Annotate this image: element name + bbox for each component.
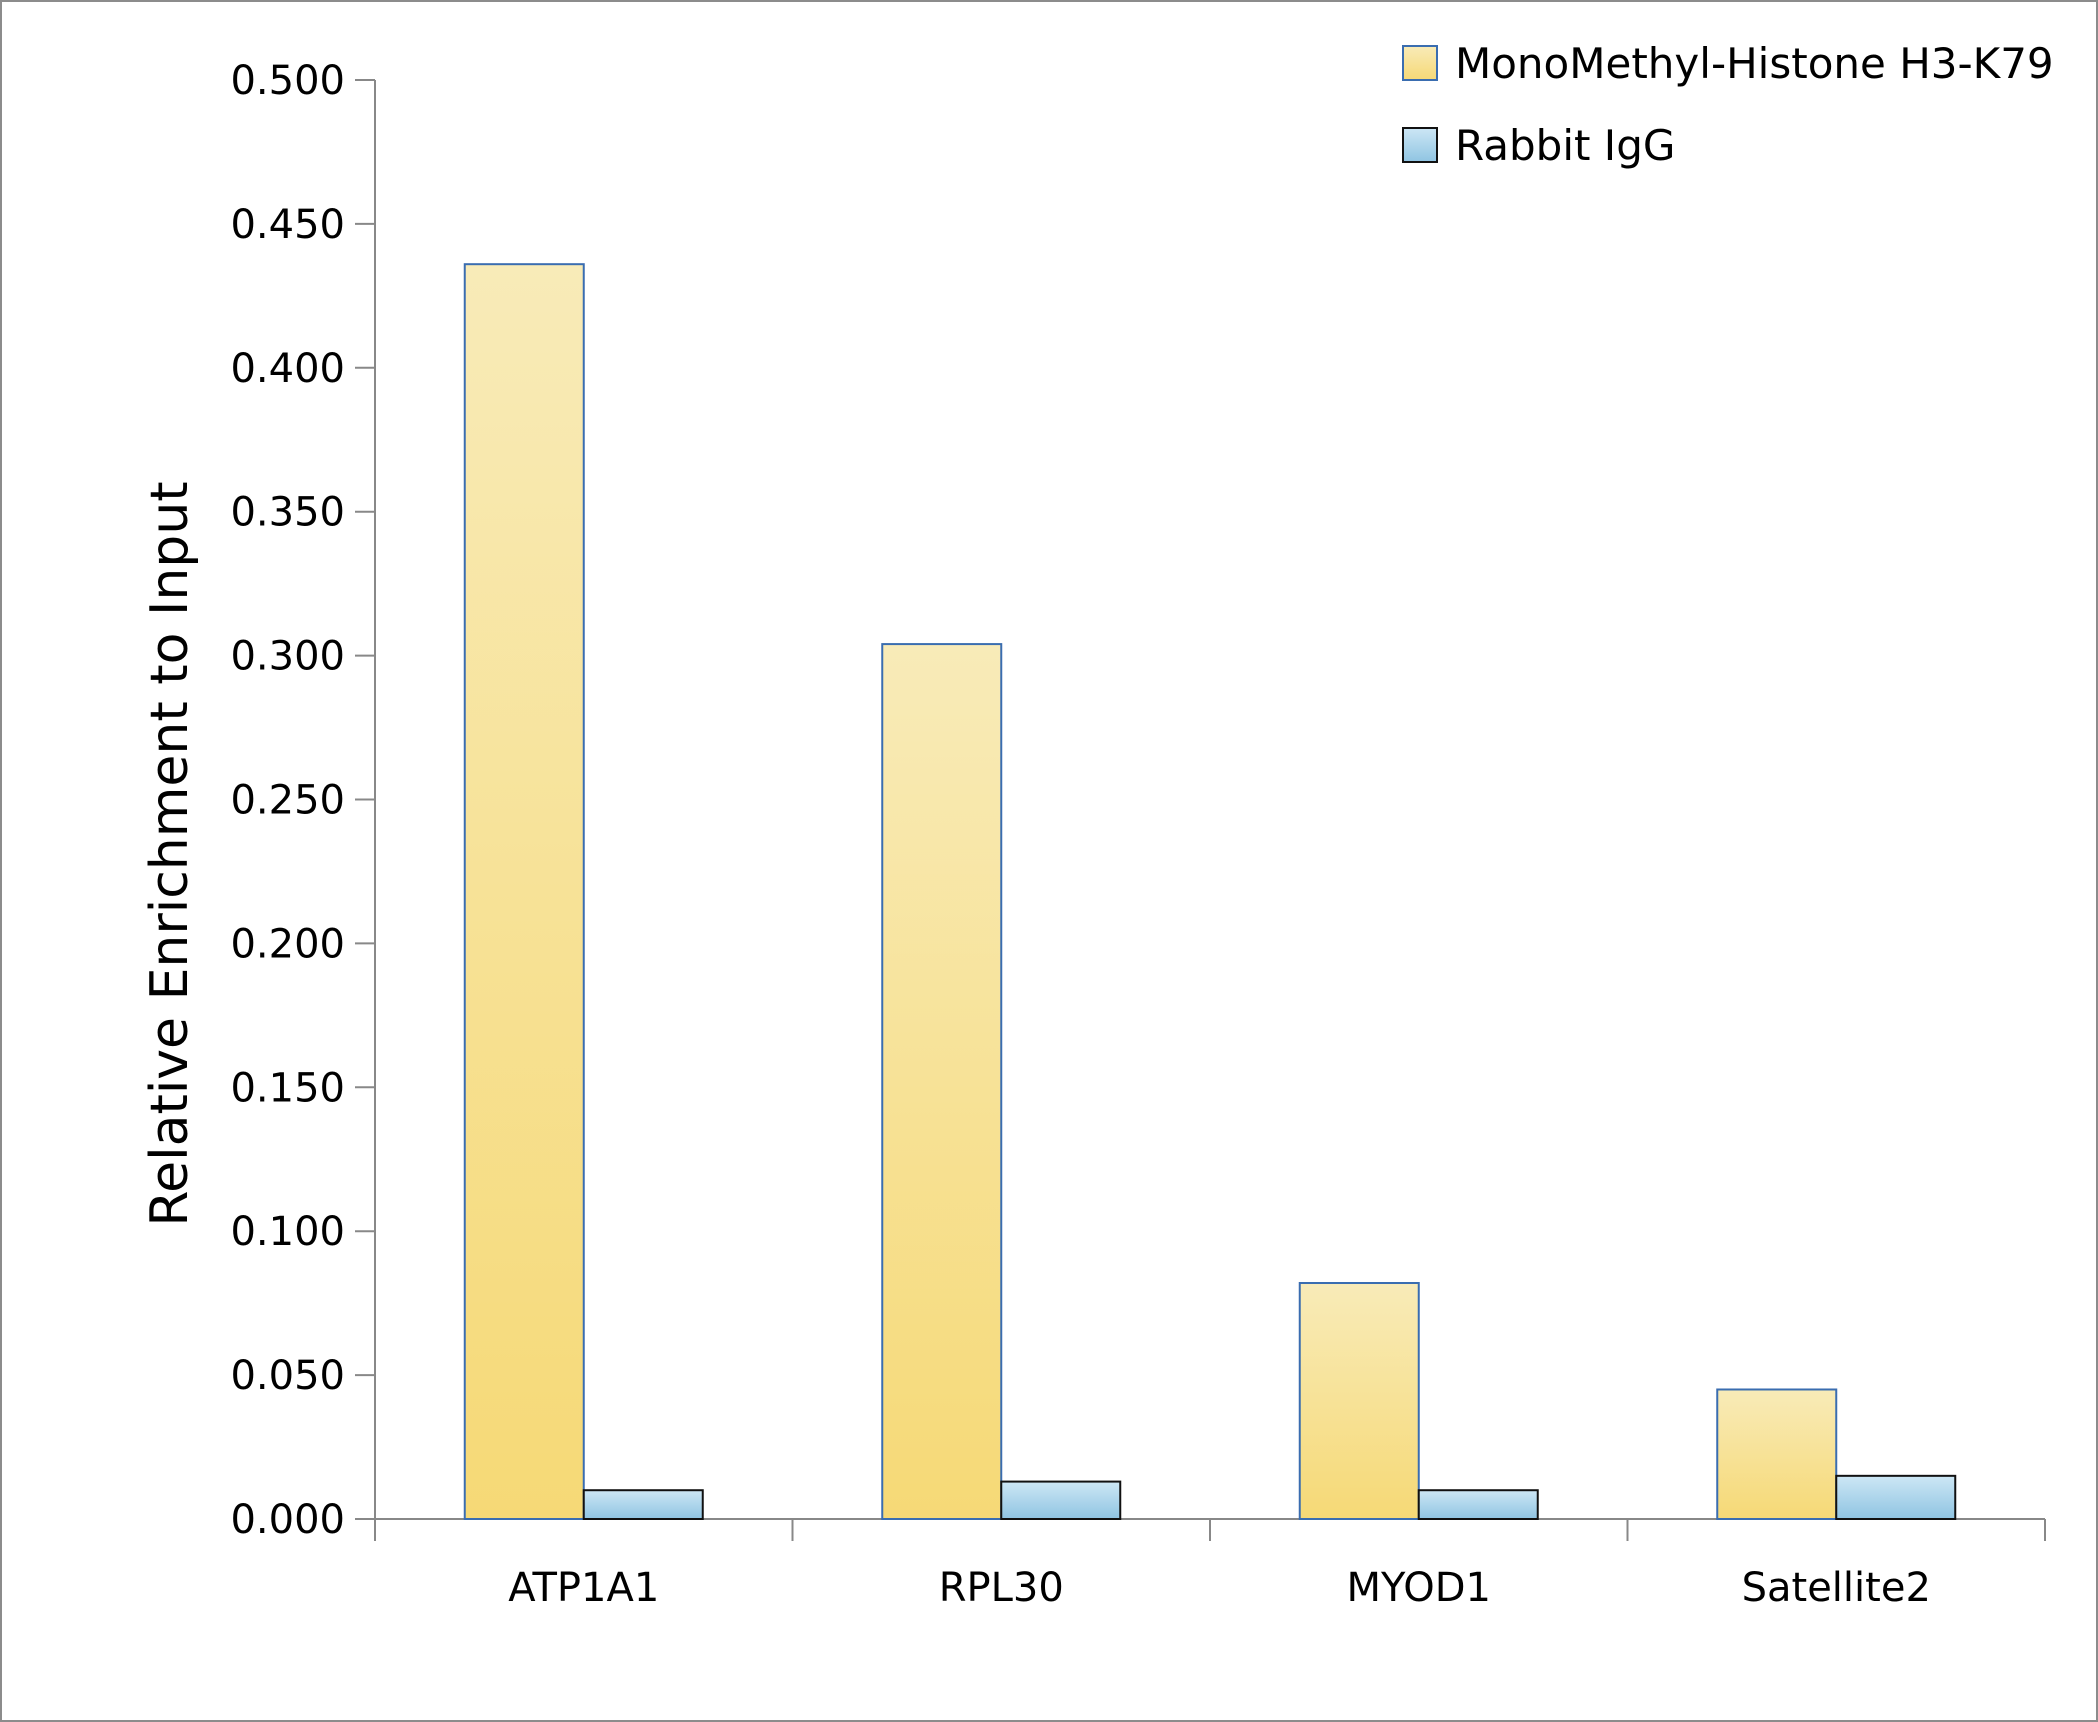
- bar-rabbit-igg: [1000, 1480, 1122, 1521]
- y-tick-label: 0.150: [230, 1065, 345, 1111]
- bar-rabbit-igg: [1835, 1474, 1957, 1520]
- y-tick-label: 0.300: [230, 634, 345, 680]
- y-tick-label: 0.100: [230, 1209, 345, 1255]
- y-tick-label: 0.400: [230, 346, 345, 392]
- y-tick-label: 0.450: [230, 202, 345, 248]
- legend-swatch: [1402, 127, 1438, 163]
- x-tick-label: RPL30: [939, 1565, 1064, 1611]
- y-tick-label: 0.350: [230, 490, 345, 536]
- bar-monomethyl: [881, 643, 1003, 1520]
- y-axis-title: Relative Enrichment to Input: [140, 481, 200, 1226]
- legend-swatch: [1402, 45, 1438, 81]
- y-tick-label: 0.250: [230, 778, 345, 824]
- bar-monomethyl: [463, 263, 585, 1520]
- bar-rabbit-igg: [582, 1489, 704, 1520]
- legend-label: Rabbit IgG: [1455, 121, 1675, 170]
- y-tick-label: 0.000: [230, 1497, 345, 1543]
- y-tick-label: 0.500: [230, 58, 345, 104]
- bars: [463, 263, 1957, 1521]
- legend: MonoMethyl-Histone H3-K79 Rabbit IgG: [1402, 39, 2054, 170]
- bar-rabbit-igg: [1417, 1489, 1539, 1520]
- y-tick-label: 0.200: [230, 921, 345, 967]
- legend-label: MonoMethyl-Histone H3-K79: [1455, 39, 2054, 88]
- axes: [355, 79, 2046, 1541]
- bar-monomethyl: [1716, 1388, 1838, 1520]
- x-tick-label: ATP1A1: [508, 1565, 659, 1611]
- x-tick-label: Satellite2: [1742, 1565, 1931, 1611]
- y-tick-label: 0.050: [230, 1353, 345, 1399]
- x-tick-label: MYOD1: [1347, 1565, 1492, 1611]
- bar-monomethyl: [1298, 1282, 1420, 1521]
- axis-labels: 0.000 0.050 0.100 0.150 0.200 0.250 0.300 0.350…: [230, 58, 1930, 1611]
